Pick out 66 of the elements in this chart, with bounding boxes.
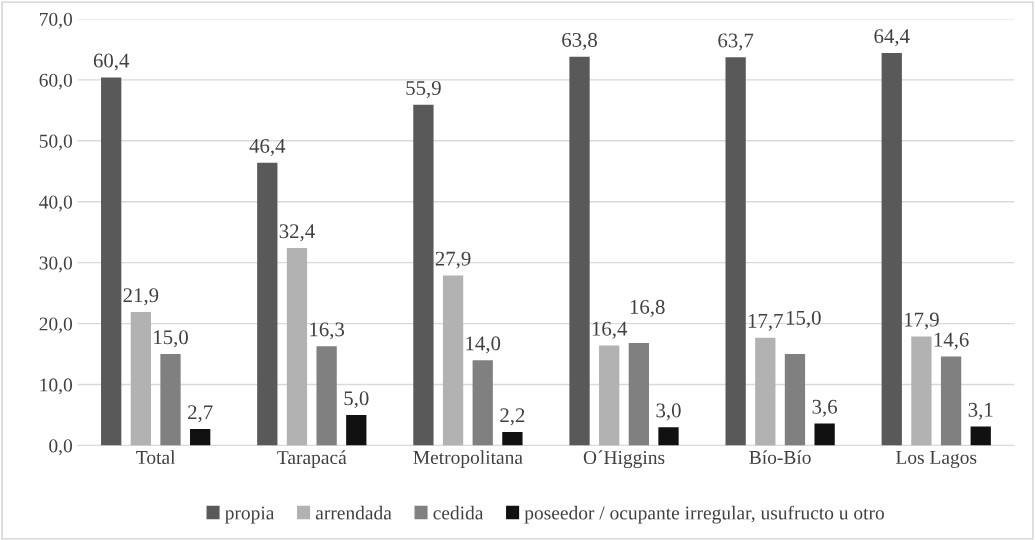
- data-label: 15,0: [154, 330, 188, 348]
- data-label: 16,4: [592, 321, 628, 339]
- data-label: 27,9: [435, 251, 471, 269]
- bar: [755, 337, 776, 446]
- data-label: 3,6: [812, 399, 838, 417]
- bar: [190, 429, 211, 446]
- x-tick-label: Los Lagos: [896, 451, 977, 468]
- data-label: 21,9: [123, 288, 159, 306]
- bar: [784, 354, 806, 446]
- data-label: 2,2: [500, 408, 525, 426]
- y-tick-label: 60,0: [39, 73, 73, 90]
- bar: [970, 426, 991, 446]
- data-label: 2,7: [188, 405, 213, 423]
- data-label: 3,0: [656, 403, 681, 421]
- x-tick-label: Bío-Bío: [749, 450, 811, 465]
- bar: [940, 356, 962, 446]
- y-tick-label: 50,0: [39, 134, 73, 151]
- data-label: 63,8: [562, 32, 597, 50]
- data-label: 14,6: [934, 332, 969, 350]
- data-label: 46,4: [249, 138, 286, 156]
- data-label: 16,3: [310, 322, 345, 340]
- data-label: 32,4: [279, 224, 315, 242]
- bar: [725, 57, 746, 446]
- bar: [569, 56, 590, 446]
- data-label: 16,8: [630, 299, 665, 317]
- y-tick-label: 70,0: [40, 12, 73, 29]
- y-tick-label: 10,0: [40, 378, 73, 395]
- y-tick-label: 40,0: [39, 195, 73, 212]
- bar: [911, 336, 932, 446]
- data-label: 5,0: [344, 391, 369, 409]
- bar: [346, 415, 367, 446]
- x-tick-label: Total: [136, 450, 176, 465]
- x-tick-label: Metropolitana: [413, 450, 523, 468]
- x-tick-label: Tarapacá: [277, 450, 347, 469]
- data-label: 3,1: [968, 402, 993, 420]
- data-label: 15,0: [786, 310, 821, 328]
- data-label: 17,7: [748, 313, 783, 331]
- bar: [101, 77, 122, 446]
- y-tick-label: 20,0: [39, 317, 73, 334]
- bar: [658, 427, 679, 446]
- bar: [286, 248, 308, 446]
- data-label: 14,0: [466, 336, 501, 354]
- bar: [502, 432, 523, 446]
- legend-label: cedida: [433, 505, 484, 520]
- y-tick-label: 30,0: [39, 256, 73, 273]
- y-tick-label: 0,0: [49, 439, 73, 456]
- bar: [316, 346, 337, 446]
- bar: [472, 360, 493, 446]
- legend-label: propia: [225, 506, 275, 524]
- bar: [442, 275, 464, 446]
- data-label: 63,7: [718, 33, 754, 51]
- bar: [628, 343, 649, 446]
- x-tick-label: O´Higgins: [583, 450, 665, 469]
- bar: [257, 162, 278, 446]
- data-label: 60,4: [93, 53, 130, 71]
- legend-label: poseedor / ocupante irregular, usufructo u otro: [524, 505, 884, 524]
- bar: [599, 345, 620, 446]
- bar: [413, 104, 434, 446]
- data-label: 17,9: [905, 312, 939, 330]
- bar: [881, 53, 902, 446]
- data-label: 64,4: [874, 29, 910, 47]
- data-label: 55,9: [406, 81, 441, 99]
- legend-label: arrendada: [315, 505, 392, 520]
- bar: [130, 312, 151, 446]
- bar: [814, 423, 835, 446]
- bar: [160, 354, 181, 446]
